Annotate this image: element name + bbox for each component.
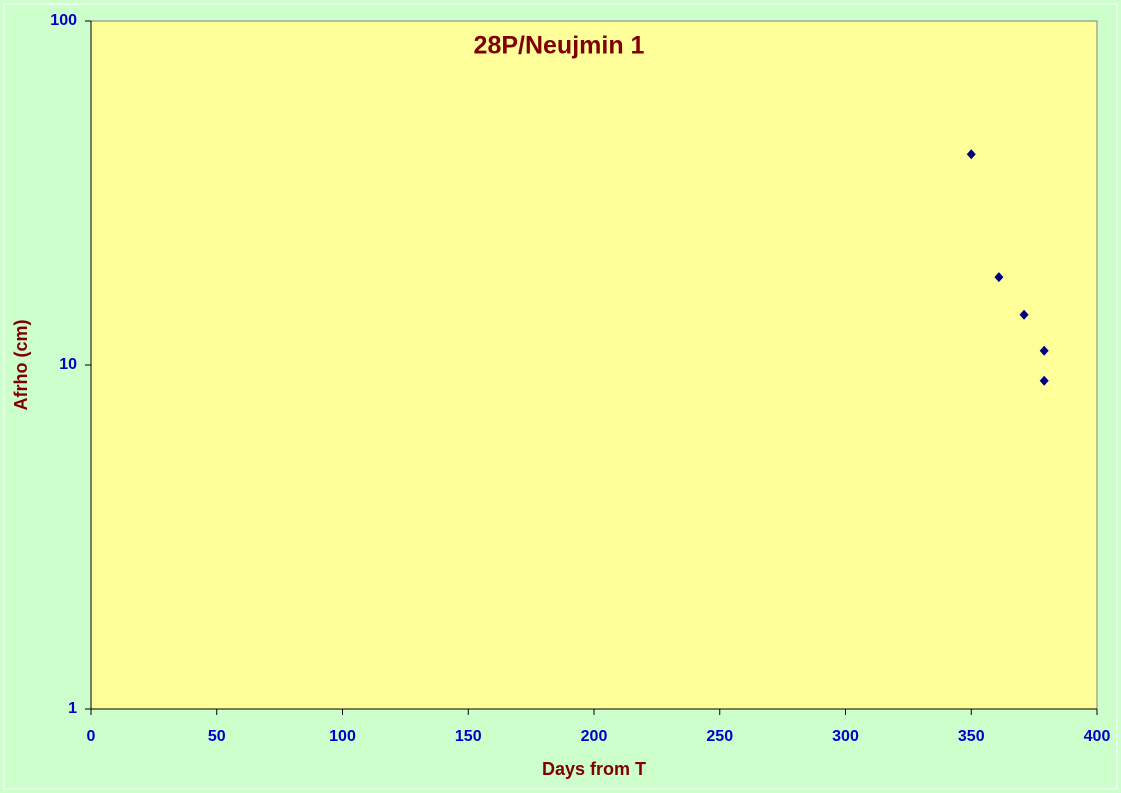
y-tick-label: 100 — [50, 12, 77, 29]
x-tick-label: 50 — [208, 728, 226, 745]
y-tick-label: 10 — [59, 356, 77, 373]
x-tick-label: 300 — [832, 728, 859, 745]
data-point — [994, 272, 1004, 283]
x-tick-label: 100 — [329, 728, 356, 745]
y-tick-label: 1 — [68, 700, 77, 717]
data-point — [1039, 375, 1049, 386]
x-tick-label: 150 — [455, 728, 482, 745]
x-tick-label: 250 — [706, 728, 733, 745]
y-axis-label: Afrho (cm) — [11, 320, 31, 411]
data-point — [966, 149, 976, 160]
x-tick-label: 0 — [87, 728, 96, 745]
data-point — [1019, 309, 1029, 320]
x-tick-label: 400 — [1084, 728, 1111, 745]
chart-title: 28P/Neujmin 1 — [474, 32, 645, 60]
x-axis-label: Days from T — [542, 759, 646, 779]
x-tick-label: 200 — [581, 728, 608, 745]
data-point — [1039, 345, 1049, 356]
x-tick-label: 350 — [958, 728, 985, 745]
plot-area — [90, 20, 1098, 710]
